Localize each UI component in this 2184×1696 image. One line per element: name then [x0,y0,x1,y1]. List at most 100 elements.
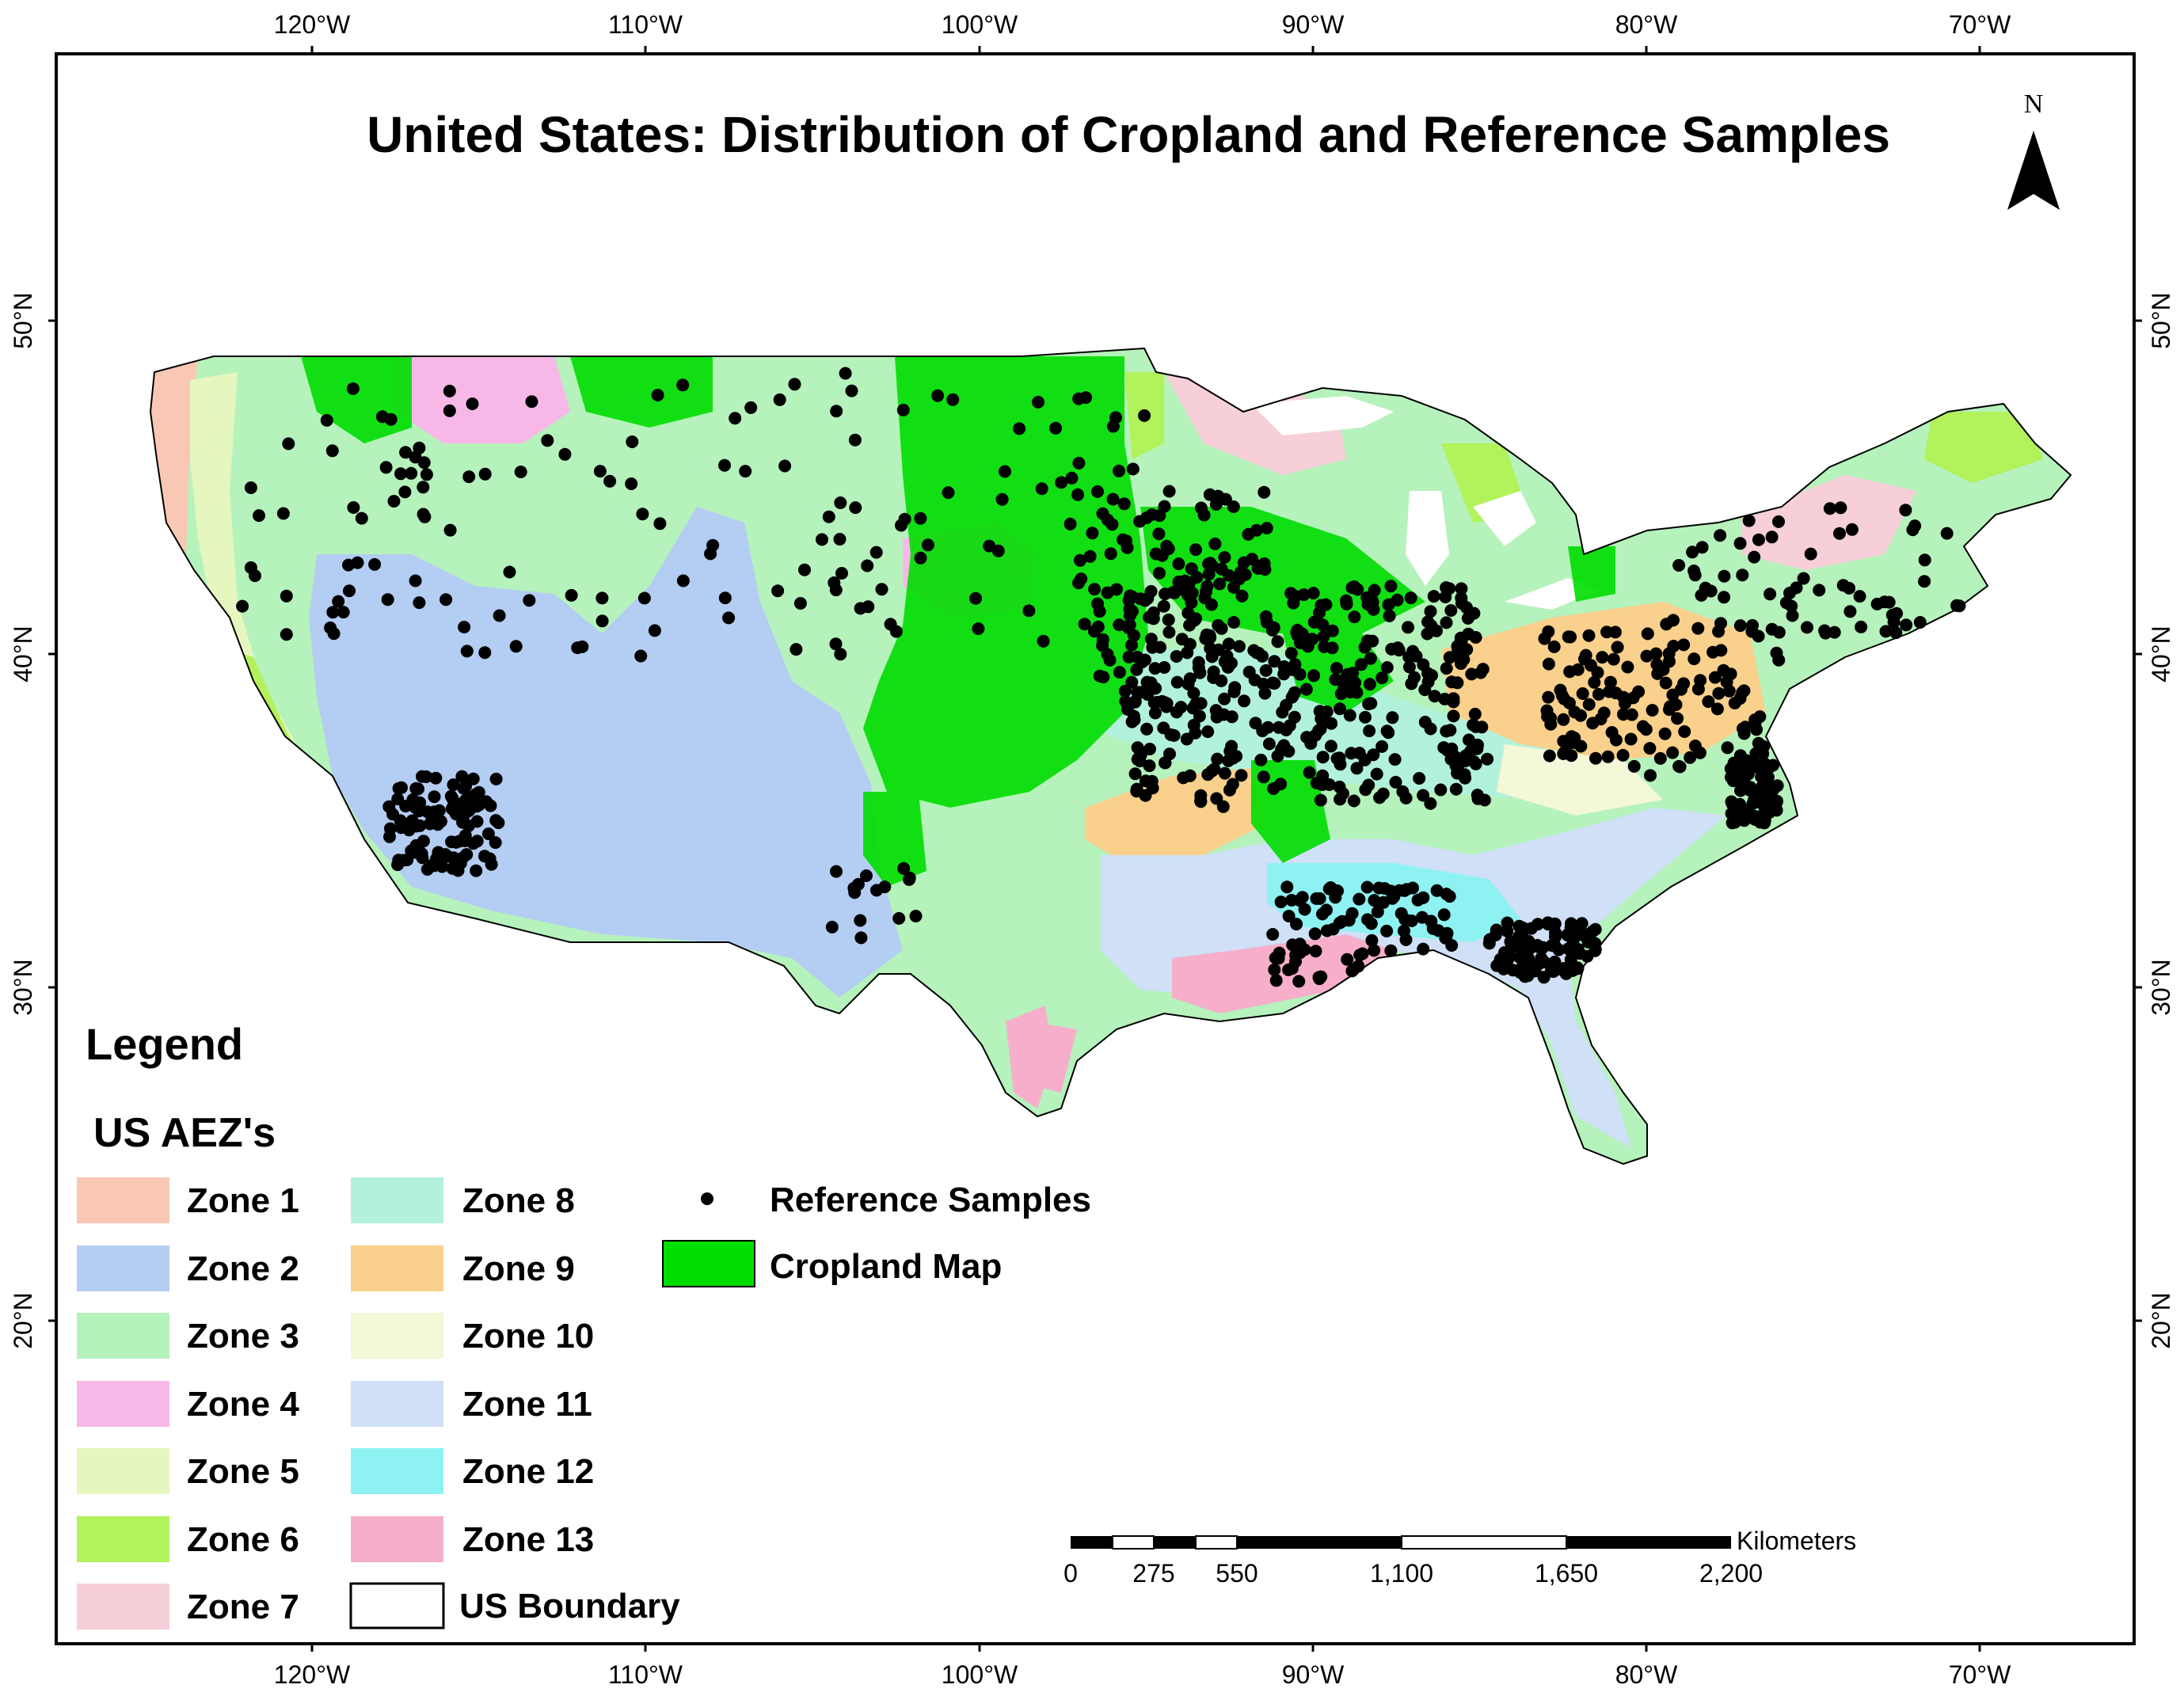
reference-sample-point [1440,581,1453,595]
reference-sample-point [1624,732,1638,746]
reference-sample-point [869,546,883,559]
reference-sample-point [1284,647,1298,660]
reference-sample-point [460,645,474,658]
reference-sample-point [1316,751,1330,764]
reference-sample-point [722,611,736,625]
lon-label: 80°W [1615,1660,1678,1689]
us-boundary-label: US Boundary [459,1587,680,1626]
reference-sample-point [1765,622,1779,636]
reference-sample-point [771,584,785,598]
reference-sample-point [1296,627,1309,641]
lon-label: 90°W [1282,10,1345,39]
reference-sample-point [1354,658,1368,671]
reference-sample-point [1326,624,1339,637]
reference-sample-point [1643,742,1657,755]
lon-label: 100°W [942,10,1018,39]
reference-sample-point [1359,783,1372,797]
reference-sample-point [1106,492,1120,506]
reference-sample-point [1178,574,1192,588]
reference-sample-point [1940,527,1954,540]
reference-sample-point [1363,678,1376,691]
reference-sample-point [1131,741,1144,755]
reference-sample-point [1444,604,1458,617]
reference-sample-point [1276,705,1289,719]
reference-sample-point [1315,712,1328,725]
reference-sample-point [1541,710,1554,723]
reference-sample-point [1288,658,1302,671]
reference-sample-point [1313,892,1326,905]
reference-sample-point [793,597,807,610]
reference-sample-point [845,384,858,397]
reference-sample-point [1238,568,1252,581]
reference-sample-point [1286,938,1299,952]
reference-sample-point [1349,676,1362,690]
reference-sample-point [1160,700,1173,713]
zone-label: Zone 12 [462,1452,594,1491]
lon-label: 90°W [1282,1660,1345,1689]
reference-sample-symbol [701,1192,713,1205]
reference-sample-point [1130,663,1143,676]
lon-label: 120°W [274,10,351,39]
reference-sample-point [1265,623,1279,637]
reference-sample-point [1188,614,1201,627]
reference-sample-point [541,434,554,447]
reference-sample-point [1178,584,1191,597]
zone-label: Zone 4 [187,1385,299,1424]
reference-sample-point [1543,917,1557,930]
reference-sample-point [1238,694,1251,708]
reference-sample-point [342,558,355,572]
reference-sample-point [1101,648,1114,661]
zone-swatch [77,1584,169,1629]
reference-sample-point [1316,618,1330,632]
reference-sample-point [1218,551,1231,564]
reference-sample-point [1559,746,1573,759]
reference-sample-point [1468,707,1482,721]
reference-sample-point [1065,471,1079,485]
zone-swatch [77,1448,169,1494]
reference-sample-point [558,447,572,461]
reference-sample-point [1918,575,1931,588]
reference-sample-point [1443,651,1456,664]
reference-sample-point [1140,722,1154,736]
reference-sample-point [1554,683,1567,697]
reference-sample-point [1804,547,1817,561]
reference-sample-point [1834,501,1847,515]
reference-sample-point [1439,591,1452,603]
reference-sample-point [1375,740,1389,753]
reference-sample-point [1088,583,1102,596]
reference-sample-point [1513,966,1527,979]
reference-sample-point [1797,572,1810,585]
reference-sample-point [1900,618,1913,632]
reference-sample-point [1756,779,1769,793]
reference-sample-point [1765,530,1779,544]
reference-sample-point [1417,789,1430,802]
reference-samples-layer [236,367,1966,988]
reference-sample-point [1201,725,1215,739]
reference-sample-point [1818,624,1832,637]
reference-sample-point [1879,625,1893,638]
legend: Legend US AEZ's Zone 1 Zone 2 Zone 3 Zone 4… [77,1019,1091,1629]
reference-sample-point [1280,880,1294,894]
zone-11-area [1101,808,1726,1148]
map-title: United States: Distribution of Cropland … [367,106,1890,163]
reference-sample-point [1144,633,1158,646]
reference-sample-point [470,864,483,877]
reference-sample-point [1490,923,1503,937]
reference-sample-point [429,771,443,785]
reference-sample-point [1348,610,1361,624]
zone-swatch [351,1381,443,1427]
reference-sample-point [1164,728,1178,741]
reference-sample-point [603,474,617,488]
reference-sample-point [1913,616,1927,629]
reference-sample-point [1678,725,1691,738]
zone-label: Zone 11 [462,1385,592,1424]
reference-sample-point [1257,677,1270,690]
reference-sample-point [1298,903,1311,916]
reference-sample-point [1686,546,1699,559]
legend-subheading: US AEZ's [93,1110,276,1156]
reference-sample-point [1421,675,1435,689]
reference-sample-point [1163,747,1176,761]
reference-sample-point [1384,944,1398,957]
reference-sample-point [1072,392,1086,405]
reference-sample-point [443,384,456,397]
